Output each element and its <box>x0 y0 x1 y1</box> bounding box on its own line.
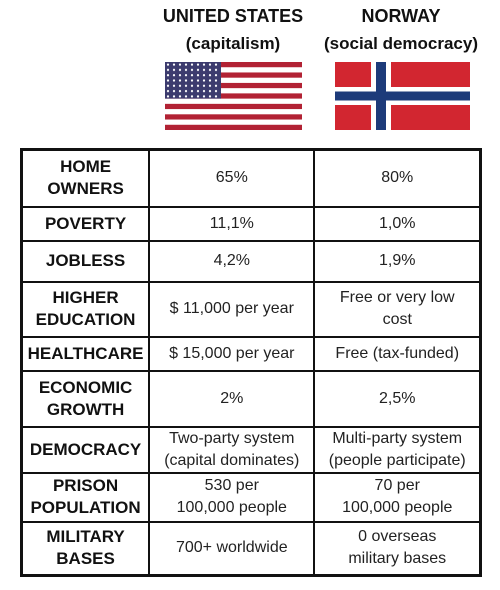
cell-line: 70 per <box>374 477 420 494</box>
row-label: ECONOMIC GROWTH <box>20 369 151 428</box>
cell-line: 65% <box>215 169 248 187</box>
cell-line: 2,5% <box>379 389 416 407</box>
cell-line: 4,2% <box>213 252 251 269</box>
cell: Two-party system (capital dominates) <box>148 425 316 474</box>
table-row: HOME OWNERS 65% 80% <box>20 148 482 208</box>
label-line: DEMOCRACY <box>29 439 142 459</box>
column-title: UNITED STATES <box>162 6 304 26</box>
cell-line: 1,9% <box>379 252 416 269</box>
row-label: JOBLESS <box>20 239 151 283</box>
cell: Free or very low cost <box>313 280 482 338</box>
table-row: HEALTHCARE $ 15,000 per year Free (tax-fun… <box>20 335 482 372</box>
cell: 70 per 100,000 people <box>313 471 482 523</box>
label-line: POVERTY <box>44 213 127 233</box>
cell: $ 15,000 per year <box>148 335 316 372</box>
cell-line: Two-party system <box>169 429 295 447</box>
cell: 4,2% <box>148 239 316 283</box>
row-label: HOME OWNERS <box>20 148 151 208</box>
cell: 1,9% <box>313 239 482 283</box>
label-line: PRISON <box>52 476 119 495</box>
cell-line: (people participate) <box>328 451 466 469</box>
column-subtitle: (social democracy) <box>323 34 478 53</box>
cell-line: (capital dominates) <box>164 451 300 469</box>
label-line: GROWTH <box>46 399 125 419</box>
row-label: DEMOCRACY <box>20 425 151 474</box>
row-label: PRISON POPULATION <box>20 471 151 523</box>
cell-line: 80% <box>381 169 414 187</box>
comparison-table: HOME OWNERS 65% 80% POVERTY 11,1% 1,0% JOBLESS 4… <box>20 148 482 577</box>
cell-line: 100,000 people <box>342 499 453 516</box>
cell-line: 0 overseas <box>358 528 437 546</box>
label-line: HIGHER <box>52 288 119 307</box>
cell: 11,1% <box>148 205 316 242</box>
table-row: ECONOMIC GROWTH 2% 2,5% <box>20 369 482 428</box>
label-line: MILITARY <box>46 527 125 547</box>
label-line: OWNERS <box>47 179 124 199</box>
table-row: MILITARY BASES 700+ worldwide 0 overseas mil… <box>20 520 482 577</box>
us-flag <box>165 62 302 130</box>
cell-line: 530 per <box>204 477 259 494</box>
cell-line: Free or very low <box>339 289 455 306</box>
label-line: HEALTHCARE <box>27 343 144 363</box>
row-label: HIGHER EDUCATION <box>20 280 151 338</box>
cell: $ 11,000 per year <box>148 280 316 338</box>
cell: 2,5% <box>313 369 482 428</box>
norway-flag <box>335 62 470 130</box>
column-subtitle: (capitalism) <box>185 34 281 53</box>
cell-line: $ 11,000 per year <box>169 300 294 317</box>
table-row: DEMOCRACY Two-party system (capital domina… <box>20 425 482 474</box>
label-line: ECONOMIC <box>38 377 133 397</box>
row-label: HEALTHCARE <box>20 335 151 372</box>
label-line: HOME <box>60 157 112 177</box>
cell: 1,0% <box>313 205 482 242</box>
cell: 2% <box>148 369 316 428</box>
cell-line: Free (tax-funded) <box>335 344 460 362</box>
row-label: MILITARY BASES <box>20 520 151 577</box>
cell: 80% <box>313 148 482 208</box>
cell: Free (tax-funded) <box>313 335 482 372</box>
table-row: PRISON POPULATION 530 per 100,000 people 70 … <box>20 471 482 523</box>
label-line: EDUCATION <box>35 310 136 329</box>
label-line: JOBLESS <box>45 251 126 270</box>
cell-line: 11,1% <box>209 214 254 232</box>
cell-line: 100,000 people <box>176 499 287 516</box>
cell-line: military bases <box>348 550 447 568</box>
cell-line: 700+ worldwide <box>175 539 288 557</box>
cell-line: 2% <box>220 389 244 407</box>
cell: 65% <box>148 148 316 208</box>
cell-line: $ 15,000 per year <box>169 344 295 362</box>
cell: 0 overseas military bases <box>313 520 482 577</box>
table-row: POVERTY 11,1% 1,0% <box>20 205 482 242</box>
row-label: POVERTY <box>20 205 151 242</box>
cell-line: cost <box>382 311 412 328</box>
cell: 700+ worldwide <box>148 520 316 577</box>
label-line: BASES <box>56 549 115 569</box>
cell-line: 1,0% <box>379 214 416 232</box>
table-row: JOBLESS 4,2% 1,9% <box>20 239 482 283</box>
table-row: HIGHER EDUCATION $ 11,000 per year Free or … <box>20 280 482 338</box>
label-line: POPULATION <box>30 498 141 517</box>
column-title: NORWAY <box>361 6 441 26</box>
cell: Multi-party system (people participate) <box>313 425 482 474</box>
cell-line: Multi-party system <box>332 429 463 447</box>
cell: 530 per 100,000 people <box>148 471 316 523</box>
